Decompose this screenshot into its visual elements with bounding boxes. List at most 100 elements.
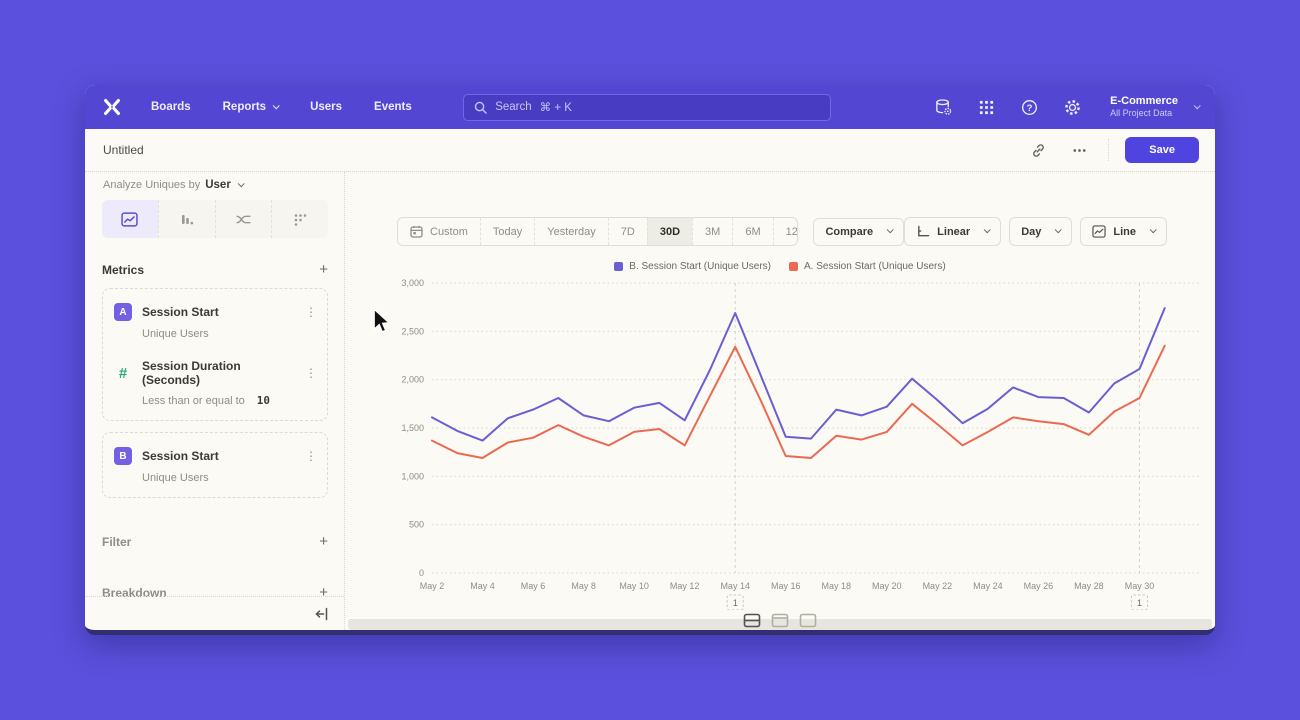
chart-panel: CustomTodayYesterday7D30D3M6M12M Compare… (345, 172, 1215, 630)
range-7d[interactable]: 7D (607, 218, 647, 245)
legend-item[interactable]: B. Session Start (Unique Users) (614, 261, 771, 272)
report-title[interactable]: Untitled (103, 143, 144, 157)
range-3m[interactable]: 3M (692, 218, 732, 245)
legend-label: B. Session Start (Unique Users) (629, 261, 771, 272)
y-axis-tick: 2,000 (401, 375, 424, 385)
chevron-down-icon (886, 226, 894, 234)
metric-row[interactable]: A Session Start ⋮ Unique Users (103, 293, 327, 349)
save-button[interactable]: Save (1125, 137, 1199, 163)
interval-selector[interactable]: Day (1009, 217, 1073, 246)
search-input[interactable]: Search ⌘ + K (463, 93, 832, 121)
range-yesterday[interactable]: Yesterday (534, 218, 608, 245)
more-options-icon[interactable] (1071, 142, 1088, 159)
retention-dots-icon (294, 213, 307, 226)
mixpanel-logo-icon[interactable] (101, 96, 123, 118)
tab-flows[interactable] (214, 200, 272, 238)
legend-item[interactable]: A. Session Start (Unique Users) (789, 261, 946, 272)
add-filter-button[interactable]: + (319, 533, 328, 550)
tab-funnels[interactable] (157, 200, 215, 238)
sidebar-footer (85, 596, 344, 630)
annotation-badge (1130, 594, 1148, 611)
metric-row[interactable]: # Session Duration (Seconds) ⋮ Less than or… (103, 349, 327, 416)
x-axis-tick: May 18 (822, 581, 852, 591)
series-line (431, 307, 1166, 442)
date-range-selector: CustomTodayYesterday7D30D3M6M12M (397, 217, 798, 246)
nav-item-reports[interactable]: Reports (223, 101, 280, 113)
metric-options-kebab-icon[interactable]: ⋮ (305, 449, 317, 463)
apps-grid-icon[interactable] (977, 98, 996, 117)
line-chart[interactable]: 0 500 1,000 1,500 2,000 2,500 3,000 May 2 May 4 M… (345, 275, 1205, 611)
search-icon (475, 101, 487, 114)
mouse-cursor (373, 308, 391, 333)
annotation-badge (726, 594, 744, 611)
chevron-down-icon (1055, 226, 1063, 234)
full-chart-view-icon[interactable] (799, 613, 817, 628)
report-title-bar: Untitled Save (85, 129, 1215, 172)
range-today[interactable]: Today (479, 218, 534, 245)
add-metric-button[interactable]: + (319, 261, 328, 278)
tab-retention[interactable] (271, 200, 328, 238)
nav-item-boards[interactable]: Boards (151, 101, 191, 113)
x-axis-tick: May 6 (521, 581, 546, 591)
metric-row[interactable]: B Session Start ⋮ Unique Users (103, 437, 327, 493)
share-link-icon[interactable] (1030, 142, 1047, 159)
range-30d[interactable]: 30D (646, 218, 693, 245)
nav-item-events[interactable]: Events (374, 101, 412, 113)
metric-filter-value[interactable]: 10 (256, 394, 270, 407)
chart-type-selector[interactable]: Line (1080, 217, 1167, 246)
legend-label: A. Session Start (Unique Users) (804, 261, 946, 272)
chart-top-view-icon[interactable] (771, 613, 789, 628)
y-axis-tick: 1,500 (401, 423, 424, 433)
metric-subtitle[interactable]: Less than or equal to (142, 395, 245, 407)
metric-options-kebab-icon[interactable]: ⋮ (305, 366, 317, 380)
series-line (431, 344, 1166, 459)
help-icon[interactable]: ? (1020, 98, 1039, 117)
nav-item-users[interactable]: Users (310, 101, 343, 113)
x-axis-tick: May 28 (1074, 581, 1104, 591)
metric-subtitle[interactable]: Unique Users (142, 472, 209, 484)
y-axis-tick: 3,000 (401, 278, 424, 288)
metrics-list: A Session Start ⋮ Unique Users # Session Dura… (102, 288, 328, 498)
add-breakdown-button[interactable]: + (319, 584, 328, 601)
x-axis-tick: May 8 (571, 581, 596, 591)
report-type-tabs (102, 200, 328, 238)
x-axis-tick: May 24 (973, 581, 1003, 591)
metrics-header: Metrics (102, 262, 145, 277)
y-axis-tick: 2,500 (401, 326, 424, 336)
x-axis-tick: May 10 (619, 581, 649, 591)
compare-button[interactable]: Compare (813, 217, 905, 246)
calendar-icon (410, 226, 423, 238)
y-axis-tick: 1,000 (401, 471, 424, 481)
y-axis-tick: 0 (419, 568, 424, 578)
scale-selector[interactable]: Linear (904, 217, 1002, 246)
app-window: Boards Reports Users Events Search ⌘ + K (85, 85, 1215, 635)
analyze-value-dropdown[interactable]: User (205, 179, 245, 191)
project-name: E-Commerce (1110, 94, 1178, 107)
collapse-sidebar-icon[interactable] (314, 606, 330, 622)
chevron-down-icon (983, 226, 991, 234)
data-management-icon[interactable] (934, 98, 953, 117)
tab-insights[interactable] (102, 200, 158, 238)
project-subtitle: All Project Data (1110, 108, 1173, 119)
nav-menu: Boards Reports Users Events (151, 101, 412, 113)
metric-letter-badge: B (114, 447, 132, 465)
x-axis-tick: May 20 (872, 581, 902, 591)
metric-name: Session Duration (Seconds) (142, 359, 241, 387)
query-builder-sidebar: Analyze Uniques by User (85, 172, 345, 630)
chart-legend: B. Session Start (Unique Users) A. Sessio… (345, 261, 1215, 272)
range-custom[interactable]: Custom (398, 218, 480, 245)
range-6m[interactable]: 6M (732, 218, 772, 245)
metric-name: Session Start (142, 305, 219, 319)
metric-options-kebab-icon[interactable]: ⋮ (305, 305, 317, 319)
metric-card: A Session Start ⋮ Unique Users # Session Dura… (102, 288, 328, 421)
x-axis-tick: May 16 (771, 581, 801, 591)
horizontal-scrollbar[interactable] (348, 619, 1212, 630)
range-12m[interactable]: 12M (772, 218, 797, 245)
project-selector[interactable]: E-Commerce All Project Data (1110, 94, 1201, 120)
metric-subtitle[interactable]: Unique Users (142, 328, 209, 340)
search-shortcut: ⌘ + K (539, 102, 572, 114)
x-axis-tick: May 30 (1125, 581, 1155, 591)
svg-text:?: ? (1027, 102, 1033, 113)
split-chart-table-view-icon[interactable] (743, 613, 761, 628)
settings-gear-icon[interactable] (1063, 98, 1082, 117)
